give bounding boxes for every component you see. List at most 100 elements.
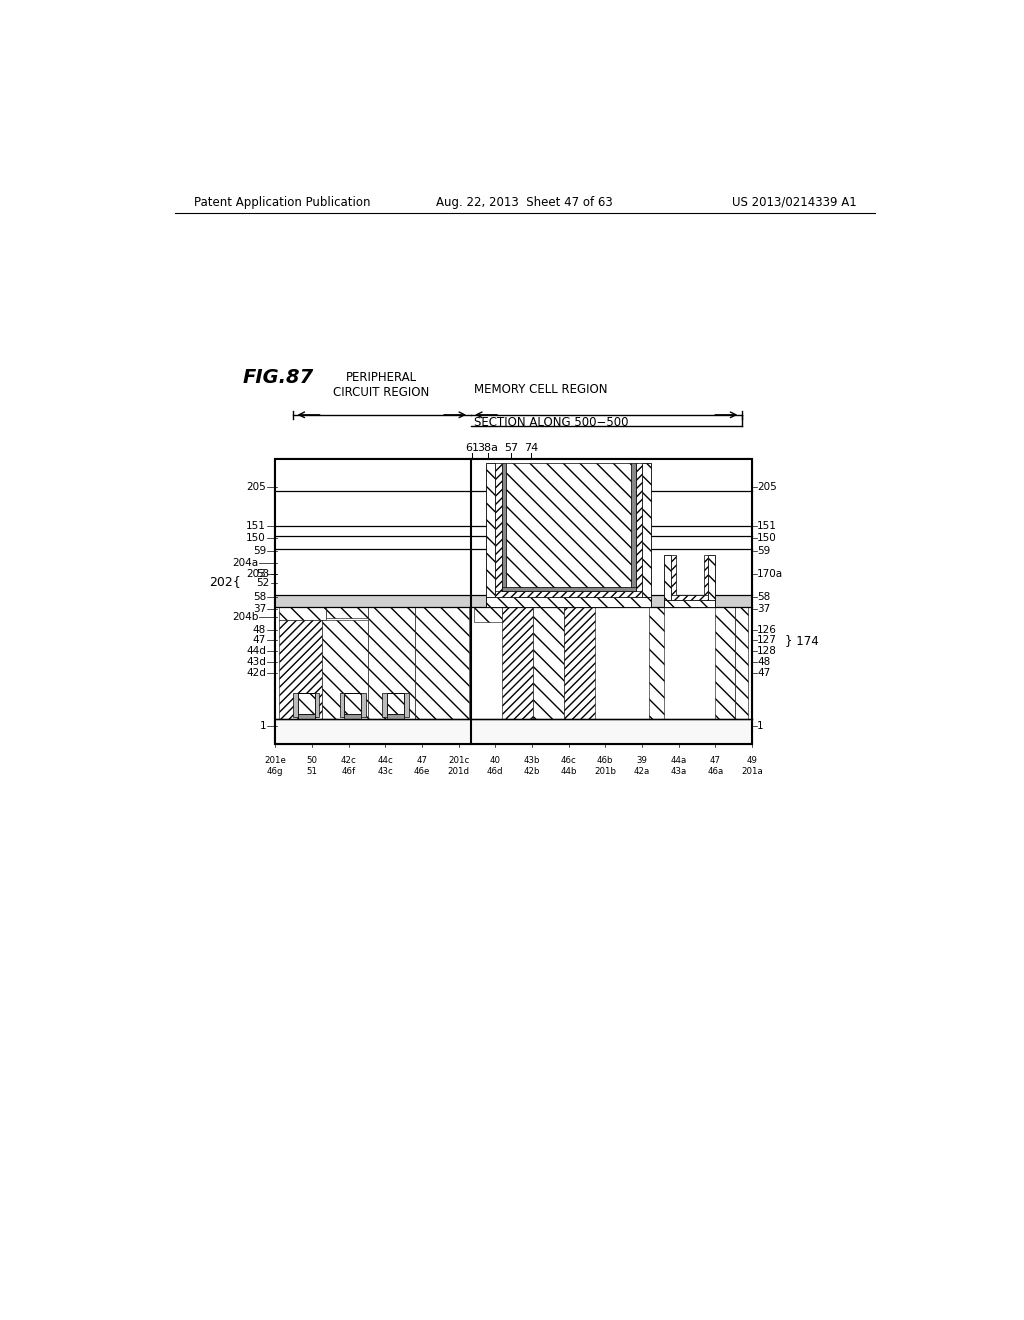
Bar [486, 462, 496, 607]
Text: US 2013/0214339 A1: US 2013/0214339 A1 [732, 195, 856, 209]
Text: 150: 150 [246, 533, 266, 543]
Bar [502, 462, 506, 591]
Bar [471, 719, 752, 742]
Bar [275, 459, 752, 743]
Text: 44d: 44d [246, 647, 266, 656]
Text: 46d: 46d [487, 767, 504, 776]
Text: 204a: 204a [232, 557, 258, 568]
Bar [672, 554, 676, 599]
Text: 49: 49 [746, 756, 758, 764]
Text: 128: 128 [758, 647, 777, 656]
Text: 47: 47 [710, 756, 721, 764]
Bar [415, 607, 469, 719]
Text: 44b: 44b [560, 767, 577, 776]
Bar [403, 693, 409, 717]
Text: 46f: 46f [342, 767, 355, 776]
Bar [496, 462, 502, 597]
Text: 170a: 170a [758, 569, 783, 579]
Text: Aug. 22, 2013  Sheet 47 of 63: Aug. 22, 2013 Sheet 47 of 63 [436, 195, 613, 209]
Text: 150: 150 [758, 533, 777, 543]
Text: 151: 151 [246, 520, 266, 531]
Text: 57: 57 [504, 442, 518, 453]
Text: 52: 52 [257, 578, 270, 587]
Text: 47: 47 [417, 756, 427, 764]
Bar [506, 462, 631, 586]
Bar [471, 595, 752, 607]
Bar [642, 462, 651, 607]
Text: 204b: 204b [231, 612, 258, 622]
Text: 1: 1 [259, 721, 266, 731]
Bar [275, 719, 471, 742]
Bar [665, 554, 672, 607]
Text: 43c: 43c [378, 767, 393, 776]
Text: 201b: 201b [594, 767, 616, 776]
Text: 1: 1 [758, 721, 764, 731]
Bar [314, 693, 319, 717]
Text: FIG.87: FIG.87 [243, 368, 314, 387]
Bar [649, 607, 665, 719]
Bar [471, 536, 752, 549]
Bar [471, 491, 752, 536]
Text: PERIPHERAL
CIRCUIT REGION: PERIPHERAL CIRCUIT REGION [333, 371, 429, 399]
Bar [344, 693, 361, 714]
Text: 205: 205 [246, 482, 266, 492]
Bar [502, 586, 636, 591]
Text: 46b: 46b [597, 756, 613, 764]
Text: 46a: 46a [708, 767, 723, 776]
Bar [293, 693, 298, 717]
Text: 43d: 43d [246, 657, 266, 667]
Bar [280, 607, 326, 620]
Text: 43b: 43b [523, 756, 540, 764]
Text: 42b: 42b [523, 767, 540, 776]
Text: 61: 61 [465, 442, 479, 453]
Text: 74: 74 [524, 442, 539, 453]
Text: 59: 59 [758, 546, 770, 556]
Text: 205: 205 [758, 482, 777, 492]
Bar [496, 591, 642, 597]
Text: 47: 47 [253, 635, 266, 645]
Text: MEMORY CELL REGION: MEMORY CELL REGION [474, 383, 608, 396]
Bar [275, 595, 471, 607]
Text: 202{: 202{ [209, 574, 241, 587]
Text: 127: 127 [758, 635, 777, 645]
Bar [387, 693, 403, 714]
Text: 38a: 38a [477, 442, 498, 453]
Text: 44a: 44a [671, 756, 687, 764]
Bar [709, 554, 716, 607]
Bar [665, 599, 716, 607]
Bar [298, 693, 314, 714]
Bar [387, 714, 403, 719]
Text: 201a: 201a [741, 767, 763, 776]
Text: 151: 151 [758, 520, 777, 531]
Text: 58: 58 [758, 593, 770, 602]
Text: 46e: 46e [414, 767, 430, 776]
Text: 42a: 42a [634, 767, 650, 776]
Text: 46g: 46g [267, 767, 284, 776]
Bar [502, 607, 532, 719]
Bar [716, 607, 735, 719]
Text: 51: 51 [306, 767, 317, 776]
Text: 37: 37 [253, 603, 266, 614]
Bar [532, 607, 563, 719]
Text: 44c: 44c [378, 756, 393, 764]
Bar [326, 607, 369, 618]
Text: 58: 58 [253, 593, 266, 602]
Bar [369, 607, 415, 719]
Bar [275, 549, 471, 595]
Bar [275, 607, 471, 719]
Text: 201e: 201e [264, 756, 286, 764]
Bar [298, 714, 314, 719]
Bar [471, 549, 752, 595]
Text: 37: 37 [758, 603, 770, 614]
Bar [471, 607, 752, 719]
Bar [636, 462, 642, 597]
Text: 59: 59 [253, 546, 266, 556]
Bar [344, 714, 361, 719]
Text: 42d: 42d [246, 668, 266, 677]
Bar [275, 491, 471, 536]
Text: 126: 126 [758, 624, 777, 635]
Bar [631, 462, 636, 591]
Bar [275, 459, 752, 743]
Bar [340, 693, 344, 717]
Text: 42c: 42c [341, 756, 356, 764]
